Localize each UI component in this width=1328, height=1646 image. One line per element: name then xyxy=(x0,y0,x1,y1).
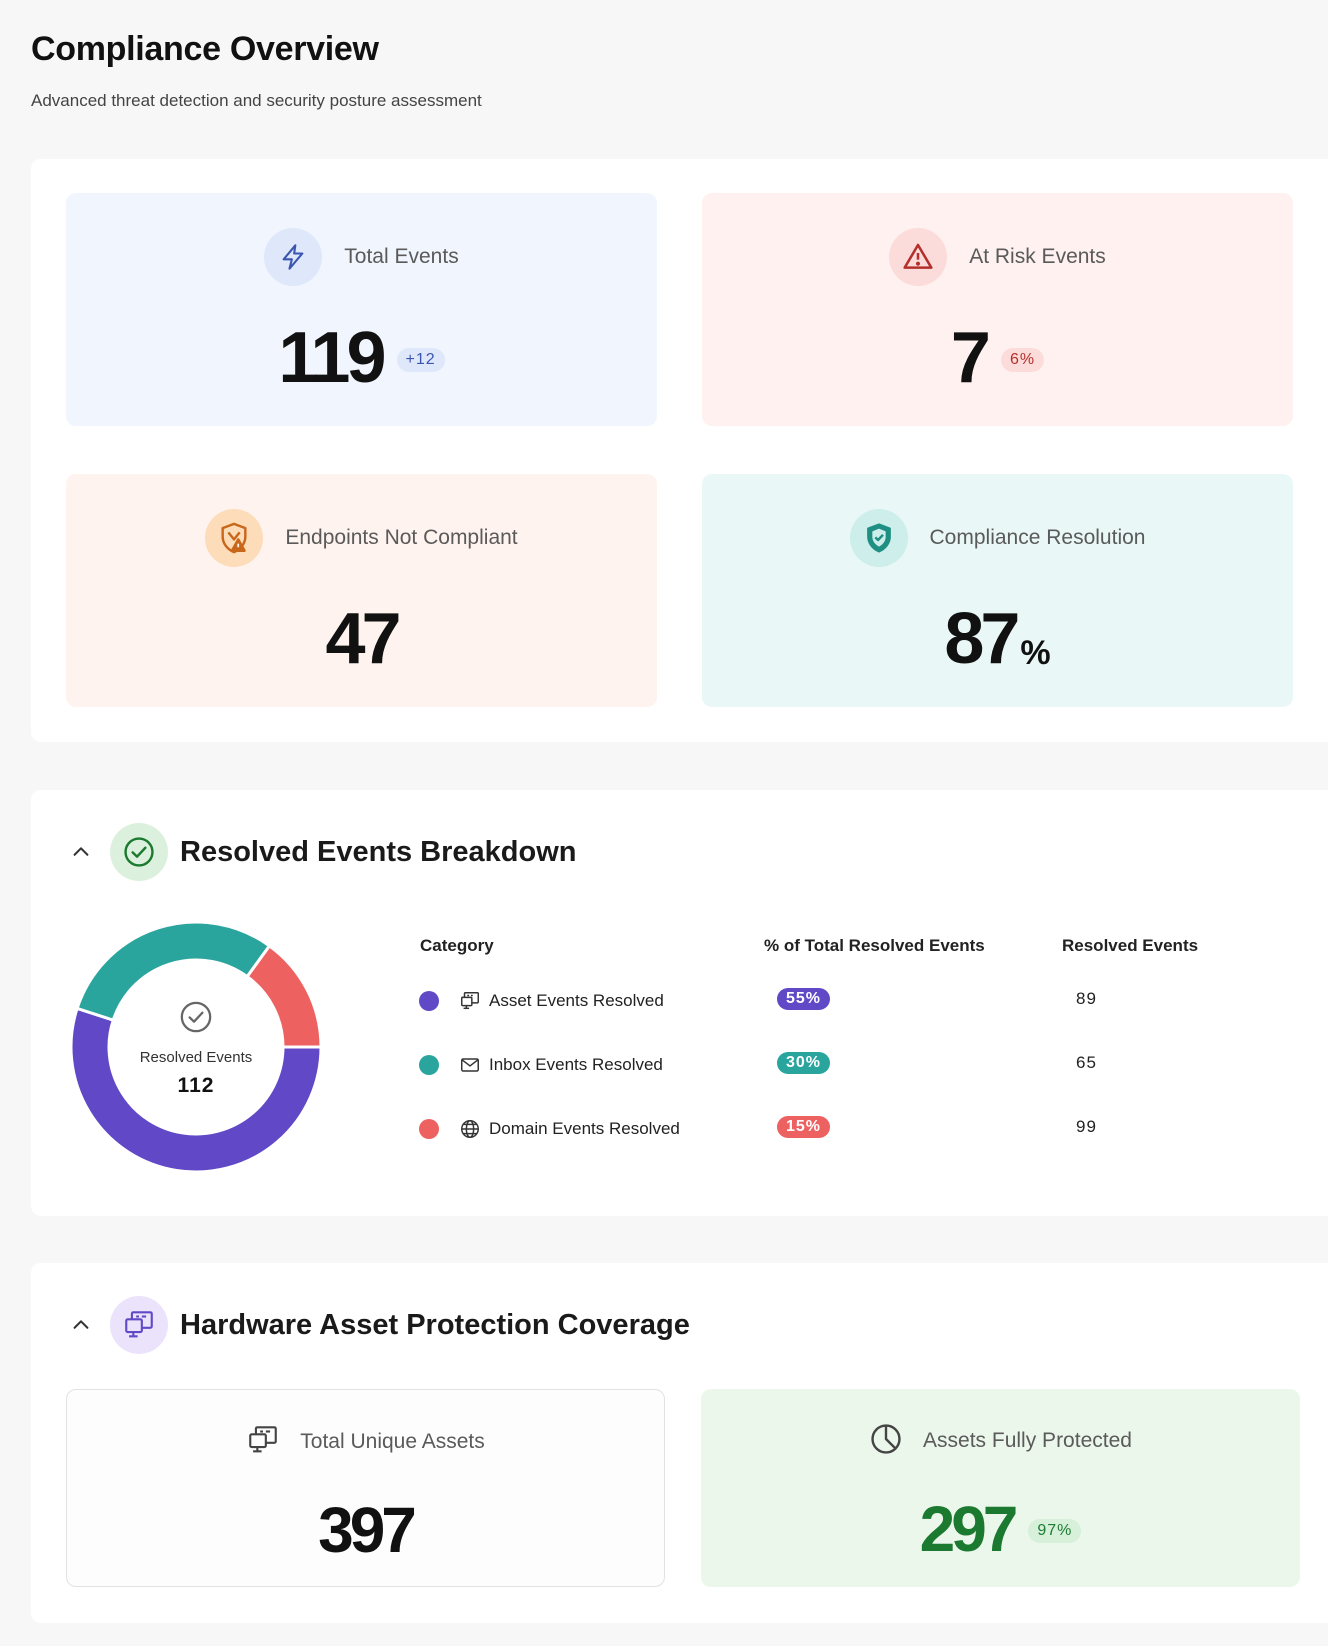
at-risk-events-percent-badge: 6% xyxy=(1000,348,1045,372)
shield-warning-icon xyxy=(205,509,264,567)
page-title: Compliance Overview xyxy=(31,30,379,68)
compliance-resolution-value: 87 xyxy=(944,599,1020,679)
globe-icon xyxy=(459,1118,481,1140)
resolved-events-header: Resolved Events Breakdown xyxy=(68,823,576,881)
check-circle-icon xyxy=(110,823,168,881)
row-category-label: Domain Events Resolved xyxy=(489,1119,680,1138)
column-header-percent: % of Total Resolved Events xyxy=(764,936,985,955)
at-risk-events-value: 7 xyxy=(950,318,991,398)
legend-dot xyxy=(419,1055,439,1075)
compliance-resolution-card[interactable]: Compliance Resolution 87 % xyxy=(702,474,1293,707)
total-events-label: Total Events xyxy=(344,245,459,268)
hardware-coverage-title: Hardware Asset Protection Coverage xyxy=(180,1308,690,1341)
pie-clock-icon xyxy=(869,1422,903,1461)
resolved-events-title: Resolved Events Breakdown xyxy=(180,835,577,868)
shield-check-icon xyxy=(849,509,908,567)
row-count: 99 xyxy=(1076,1117,1097,1136)
row-count: 65 xyxy=(1076,1053,1097,1072)
collapse-chevron-up-icon[interactable] xyxy=(68,1312,94,1338)
row-percent-badge: 15% xyxy=(777,1116,831,1138)
hardware-coverage-header: Hardware Asset Protection Coverage xyxy=(68,1296,690,1354)
warning-triangle-icon xyxy=(889,228,948,286)
donut-svg xyxy=(69,920,323,1174)
total-unique-assets-value: 397 xyxy=(318,1494,417,1566)
compliance-resolution-unit: % xyxy=(1020,634,1051,672)
column-header-count: Resolved Events xyxy=(1062,936,1199,955)
column-header-category: Category xyxy=(420,936,494,955)
row-count: 89 xyxy=(1076,989,1097,1008)
total-events-value: 119 xyxy=(278,318,386,398)
total-unique-assets-label: Total Unique Assets xyxy=(300,1430,485,1453)
endpoints-not-compliant-label: Endpoints Not Compliant xyxy=(285,526,518,549)
page-subtitle: Advanced threat detection and security p… xyxy=(31,91,482,110)
collapse-chevron-up-icon[interactable] xyxy=(68,839,94,865)
lightning-icon xyxy=(264,228,323,286)
donut-slice-asset-events-resolved[interactable] xyxy=(69,1006,323,1174)
monitor-icon xyxy=(459,990,481,1012)
table-row: Asset Events Resolved 55% 89 xyxy=(31,985,1328,1015)
at-risk-events-card[interactable]: At Risk Events 7 6% xyxy=(702,193,1293,426)
endpoints-not-compliant-value: 47 xyxy=(325,599,401,679)
donut-total: 112 xyxy=(177,1074,215,1097)
at-risk-events-label: At Risk Events xyxy=(969,245,1106,268)
donut-center: Resolved Events 112 xyxy=(67,1000,325,1098)
resolved-events-panel: Resolved Events Breakdown Resolved Event… xyxy=(31,790,1328,1216)
monitors-icon xyxy=(110,1296,168,1354)
row-category-label: Asset Events Resolved xyxy=(489,991,664,1010)
check-circle-outline-icon xyxy=(180,1001,212,1033)
monitor-icon xyxy=(246,1423,280,1462)
assets-fully-protected-percent-badge: 97% xyxy=(1028,1519,1082,1543)
envelope-icon xyxy=(459,1054,481,1076)
total-events-card[interactable]: Total Events 119 +12 xyxy=(66,193,657,426)
resolved-events-donut-chart: Resolved Events 112 xyxy=(67,918,325,1176)
donut-slice-domain-events-resolved[interactable] xyxy=(245,943,323,1049)
table-row: Domain Events Resolved 15% 99 xyxy=(31,1113,1328,1143)
compliance-resolution-label: Compliance Resolution xyxy=(929,526,1146,549)
row-percent-badge: 30% xyxy=(777,1052,831,1074)
legend-dot xyxy=(419,1119,439,1139)
total-events-delta-badge: +12 xyxy=(396,348,445,372)
table-row: Inbox Events Resolved 30% 65 xyxy=(31,1049,1328,1079)
legend-dot xyxy=(419,991,439,1011)
assets-fully-protected-label: Assets Fully Protected xyxy=(923,1429,1132,1452)
hardware-coverage-panel: Hardware Asset Protection Coverage Total… xyxy=(31,1263,1328,1623)
row-category-label: Inbox Events Resolved xyxy=(489,1055,663,1074)
assets-fully-protected-value: 297 xyxy=(919,1493,1019,1565)
total-unique-assets-card[interactable]: Total Unique Assets 397 xyxy=(66,1389,665,1587)
donut-caption: Resolved Events xyxy=(139,1049,253,1066)
row-percent-badge: 55% xyxy=(777,988,831,1010)
assets-fully-protected-card[interactable]: Assets Fully Protected 297 97% xyxy=(701,1389,1300,1587)
kpi-panel: Total Events 119 +12 At Risk Events 7 6%… xyxy=(31,159,1328,742)
endpoints-not-compliant-card[interactable]: Endpoints Not Compliant 47 xyxy=(66,474,657,707)
